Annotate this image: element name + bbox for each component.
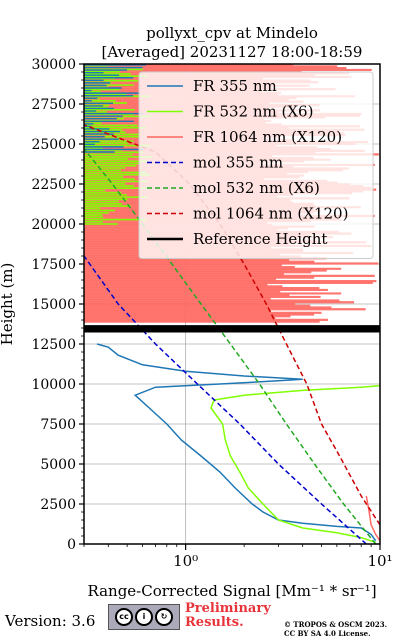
copyright-line2: CC BY SA 4.0 License.	[284, 629, 371, 638]
y-tick-label: 17500	[31, 257, 76, 273]
legend-label: mol 1064 nm (X120)	[193, 205, 348, 223]
legend-label: mol 355 nm	[193, 154, 283, 172]
legend-label: Reference Height	[193, 230, 327, 248]
y-tick-label: 7500	[40, 417, 76, 433]
series-line-5	[84, 124, 380, 526]
legend-label: FR 1064 nm (X120)	[193, 128, 342, 146]
preliminary-line2: Results.	[185, 615, 244, 630]
y-tick-label: 12500	[31, 337, 76, 353]
y-tick-label: 20000	[31, 217, 76, 233]
legend-label: FR 355 nm	[193, 77, 277, 95]
y-tick-label: 15000	[31, 297, 76, 313]
legend-label: FR 532 nm (X6)	[193, 103, 313, 121]
sa-icon: ↻	[155, 608, 173, 626]
series-line-6	[84, 325, 380, 333]
series-line-0	[96, 343, 377, 542]
y-tick-label: 5000	[40, 457, 76, 473]
copyright-notice: © TROPOS & OSCM 2023. CC BY SA 4.0 Licen…	[284, 620, 387, 638]
y-tick-label: 2500	[40, 497, 76, 513]
y-tick-label: 25000	[31, 137, 76, 153]
y-axis-label: Height (m)	[0, 263, 16, 346]
version-label: Version: 3.6	[5, 612, 96, 630]
y-tick-label: 22500	[31, 177, 76, 193]
cc-icon: cc	[115, 608, 133, 626]
preliminary-notice: Preliminary Results.	[185, 602, 271, 630]
series-line-3	[84, 255, 367, 544]
chart-subtitle: [Averaged] 20231127 18:00-18:59	[102, 43, 363, 61]
copyright-line1: © TROPOS & OSCM 2023.	[284, 620, 388, 629]
chart-title: pollyxt_cpv at Mindelo	[146, 24, 318, 42]
y-tick-label: 30000	[31, 57, 76, 73]
legend-label: mol 532 nm (X6)	[193, 179, 320, 197]
series-line-2	[365, 495, 380, 542]
y-tick-label: 0	[67, 537, 76, 553]
by-icon: i	[135, 608, 153, 626]
y-tick-label: 27500	[31, 97, 76, 113]
series-line-1	[210, 384, 380, 544]
x-tick-label: 10⁰	[173, 552, 198, 570]
x-tick-label: 10¹	[367, 552, 392, 570]
x-axis-label: Range-Corrected Signal [Mm⁻¹ * sr⁻¹]	[87, 582, 376, 600]
cc-license-badge[interactable]: cc i ↻	[108, 604, 180, 630]
legend-box	[138, 71, 374, 259]
preliminary-line1: Preliminary	[185, 601, 271, 616]
series-line-4	[84, 148, 377, 544]
y-tick-label: 10000	[31, 377, 76, 393]
